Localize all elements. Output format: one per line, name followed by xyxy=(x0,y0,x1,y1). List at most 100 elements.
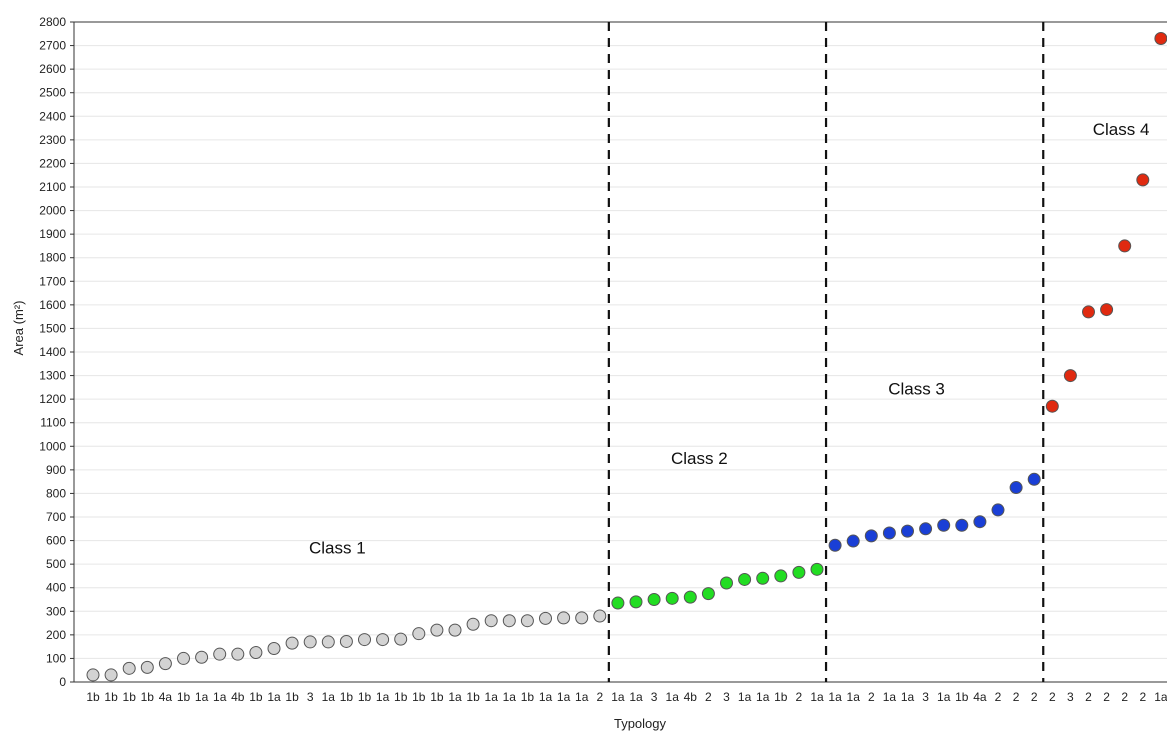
data-point xyxy=(738,572,752,586)
data-point xyxy=(701,587,715,601)
y-tick-label: 2000 xyxy=(39,204,66,218)
x-tick-label: 1a xyxy=(738,690,752,704)
x-tick-label: 1b xyxy=(141,690,155,704)
x-tick-label: 1b xyxy=(394,690,408,704)
x-tick-label: 2 xyxy=(596,690,603,704)
data-point xyxy=(774,569,788,583)
data-point xyxy=(720,576,733,590)
data-point xyxy=(86,668,100,682)
y-tick-label: 300 xyxy=(46,604,66,618)
class-label: Class 3 xyxy=(888,379,945,398)
x-tick-label: 2 xyxy=(1031,690,1038,704)
x-tick-label: 2 xyxy=(705,690,712,704)
x-tick-label: 2 xyxy=(796,690,803,704)
y-tick-label: 2500 xyxy=(39,86,66,100)
data-point xyxy=(810,562,824,576)
data-point xyxy=(647,593,661,606)
data-point xyxy=(683,590,697,604)
x-tick-label: 1b xyxy=(123,690,137,704)
data-point xyxy=(1027,472,1041,486)
data-point xyxy=(339,634,353,648)
y-tick-label: 2400 xyxy=(39,109,66,123)
y-tick-label: 700 xyxy=(46,510,66,524)
data-point xyxy=(756,571,770,585)
data-points xyxy=(86,32,1167,682)
x-tick-label: 1a xyxy=(575,690,589,704)
y-tick-label: 2700 xyxy=(39,39,66,53)
x-tick-label: 1a xyxy=(828,690,842,704)
data-point xyxy=(231,647,245,661)
x-tick-label: 1a xyxy=(448,690,462,704)
data-point xyxy=(249,646,263,660)
data-point xyxy=(376,633,390,647)
data-point xyxy=(593,609,607,623)
x-tick-label: 3 xyxy=(1067,690,1074,704)
x-tick-label: 1b xyxy=(177,690,191,704)
data-point xyxy=(557,611,571,625)
y-tick-label: 1500 xyxy=(39,321,66,335)
y-tick-label: 2100 xyxy=(39,180,66,194)
x-tick-label: 1a xyxy=(503,690,517,704)
data-point xyxy=(303,635,317,649)
x-tick-label: 1a xyxy=(901,690,915,704)
data-point xyxy=(502,614,516,628)
data-point xyxy=(394,632,408,646)
data-point xyxy=(1082,305,1095,319)
y-tick-label: 1300 xyxy=(39,369,66,383)
data-point xyxy=(792,565,806,579)
data-point xyxy=(122,661,136,675)
gridlines xyxy=(74,45,1167,659)
x-tick-label: 1a xyxy=(666,690,680,704)
x-tick-labels: 1b 1b 1b 1b 4a 1b 1a 1a 4b 1b 1a 1b 3 1a 1b 1b 1a 1b 1b 1b 1… xyxy=(86,690,1167,704)
data-point xyxy=(267,642,281,656)
data-point xyxy=(1045,399,1059,413)
y-tick-label: 2200 xyxy=(39,156,66,170)
data-point xyxy=(882,526,896,540)
x-tick-label: 1a xyxy=(213,690,227,704)
data-point xyxy=(955,518,969,532)
y-tick-label: 1400 xyxy=(39,345,66,359)
class-label: Class 1 xyxy=(309,539,366,558)
x-tick-label: 1a xyxy=(267,690,281,704)
x-tick-label: 1b xyxy=(104,690,118,704)
x-tick-label: 1a xyxy=(195,690,209,704)
x-tick-label: 1a xyxy=(629,690,643,704)
data-point xyxy=(140,660,154,674)
data-point xyxy=(1154,32,1167,45)
x-tick-label: 1b xyxy=(358,690,372,704)
data-point xyxy=(158,657,172,671)
data-point xyxy=(629,595,643,609)
x-tick-label: 2 xyxy=(1121,690,1128,704)
x-tick-label: 3 xyxy=(307,690,314,704)
data-point xyxy=(466,617,480,631)
data-point xyxy=(104,668,118,682)
data-point xyxy=(448,623,462,637)
x-tick-label: 2 xyxy=(995,690,1002,704)
y-tick-label: 1000 xyxy=(39,439,66,453)
data-point xyxy=(611,596,625,610)
x-tick-label: 1a xyxy=(485,690,499,704)
data-point xyxy=(1100,303,1114,317)
data-point xyxy=(177,651,190,665)
data-point xyxy=(901,524,914,538)
x-tick-label: 2 xyxy=(868,690,875,704)
y-tick-label: 200 xyxy=(46,628,66,642)
data-point xyxy=(520,614,534,628)
y-tick-label: 1900 xyxy=(39,227,66,241)
x-tick-label: 1a xyxy=(847,690,861,704)
data-point xyxy=(358,633,371,647)
x-tick-label: 1b xyxy=(774,690,788,704)
data-point xyxy=(213,647,227,661)
x-tick-label: 4a xyxy=(973,690,987,704)
data-point xyxy=(937,518,951,532)
data-point xyxy=(665,591,679,605)
x-tick-label: 2 xyxy=(1013,690,1020,704)
x-tick-label: 4b xyxy=(231,690,245,704)
data-point xyxy=(484,614,498,628)
x-tick-label: 1a xyxy=(937,690,951,704)
x-tick-label: 1a xyxy=(322,690,336,704)
y-tick-label: 1200 xyxy=(39,392,66,406)
y-tick-label: 900 xyxy=(46,463,66,477)
x-tick-label: 2 xyxy=(1049,690,1056,704)
y-tick-label: 100 xyxy=(46,651,66,665)
